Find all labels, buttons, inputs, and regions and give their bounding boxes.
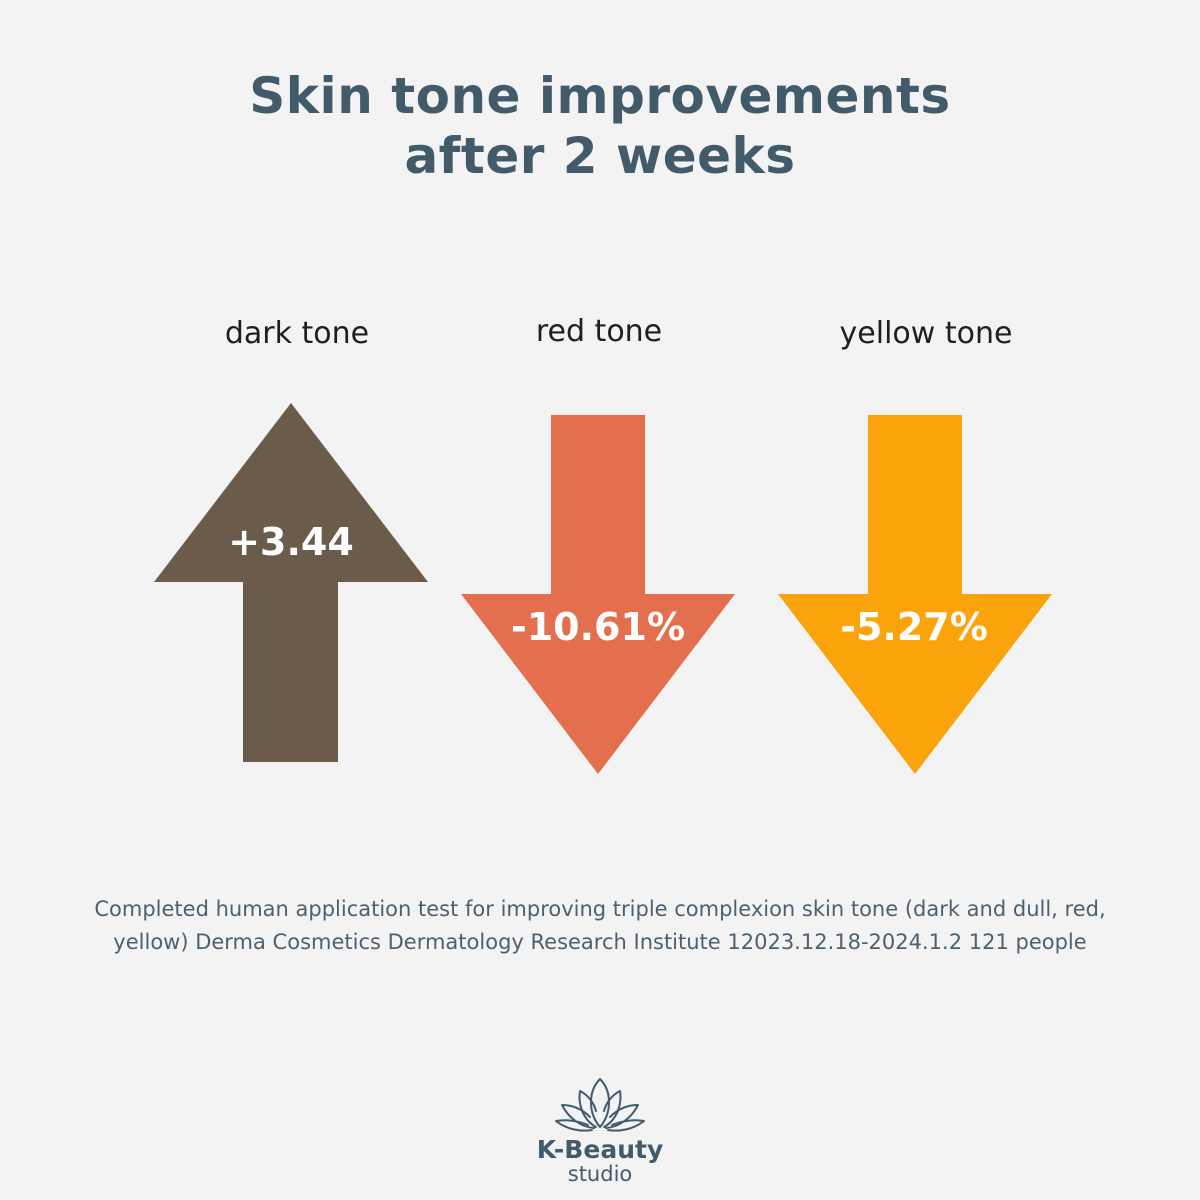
page-title: Skin tone improvements after 2 weeks — [0, 66, 1200, 186]
title-line-2: after 2 weeks — [404, 127, 796, 185]
red-tone-down-arrow-icon — [461, 415, 735, 774]
red-tone-value: -10.61% — [510, 605, 686, 649]
red-tone-label: red tone — [535, 314, 663, 349]
caption-line-1: Completed human application test for imp… — [94, 897, 1106, 921]
dark-tone-value: +3.44 — [228, 520, 354, 564]
dark-tone-up-arrow-icon — [154, 403, 428, 762]
dark-tone-label: dark tone — [224, 316, 370, 351]
yellow-tone-down-arrow-icon — [778, 415, 1052, 774]
brand-name: K-Beauty — [536, 1135, 664, 1164]
caption-line-2: yellow) Derma Cosmetics Dermatology Rese… — [113, 930, 1087, 954]
study-caption: Completed human application test for imp… — [60, 893, 1140, 959]
title-line-1: Skin tone improvements — [249, 67, 951, 125]
brand-logo: K-Beauty studio — [500, 1075, 700, 1185]
yellow-tone-value: -5.27% — [840, 605, 988, 649]
brand-subtitle: studio — [567, 1162, 633, 1186]
lotus-icon — [555, 1078, 645, 1132]
yellow-tone-label: yellow tone — [839, 316, 1013, 351]
